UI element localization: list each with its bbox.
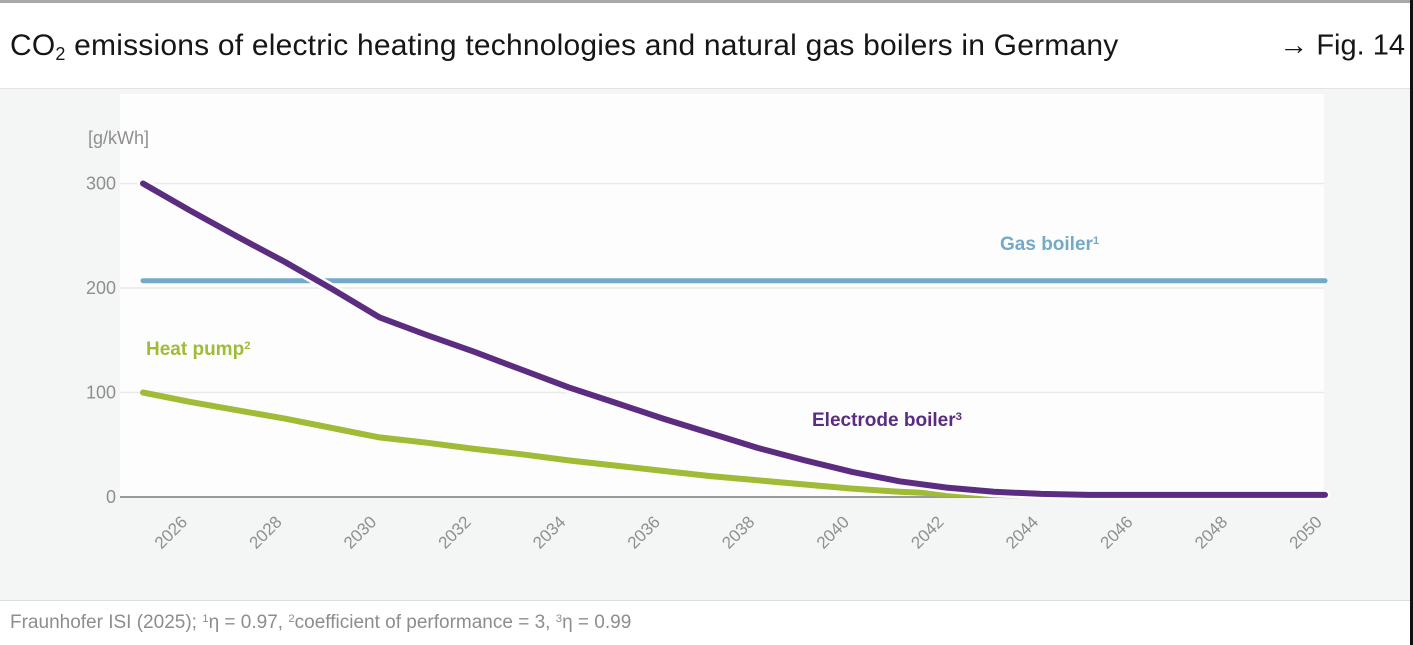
x-tick-label: 2050 [1286, 512, 1326, 552]
y-tick-label: 100 [86, 383, 116, 403]
legend-gas-boiler: Gas boiler1 [1000, 234, 1100, 255]
y-axis-unit-label: [g/kWh] [88, 128, 150, 148]
x-tick-label: 2032 [435, 512, 475, 552]
y-tick-label: 300 [86, 174, 116, 194]
electrode-boiler-line [140, 180, 1328, 498]
x-tick-label: 2046 [1097, 512, 1137, 552]
x-tick-label: 2036 [624, 512, 664, 552]
x-tick-label: 2038 [718, 512, 758, 552]
source-note: Fraunhofer ISI (2025); 1η = 0.97, 2coeff… [10, 612, 632, 633]
right-edge-border [1410, 0, 1413, 645]
x-tick-label: 2048 [1191, 512, 1231, 552]
plot-area [120, 94, 1324, 497]
figure-number-label: → Fig. 14 [1279, 29, 1405, 61]
top-rule [0, 0, 1413, 3]
y-tick-label: 200 [86, 278, 116, 298]
page-title: CO2 emissions of electric heating techno… [10, 28, 1119, 64]
x-tick-label: 2028 [245, 512, 285, 552]
figure-footer: Fraunhofer ISI (2025); 1η = 0.97, 2coeff… [0, 600, 1413, 645]
legend-electrode-boiler: Electrode boiler3 [812, 410, 962, 431]
legend-heat-pump: Heat pump2 [146, 339, 251, 360]
x-tick-label: 2042 [907, 512, 947, 552]
x-tick-label: 2034 [529, 512, 569, 552]
x-tick-label: 2026 [151, 512, 191, 552]
y-tick-label: 0 [106, 487, 116, 507]
figure-header: CO2 emissions of electric heating techno… [0, 3, 1413, 89]
x-tick-label: 2040 [813, 512, 853, 552]
x-tick-label: 2030 [340, 512, 380, 552]
x-tick-label: 2044 [1002, 512, 1042, 552]
